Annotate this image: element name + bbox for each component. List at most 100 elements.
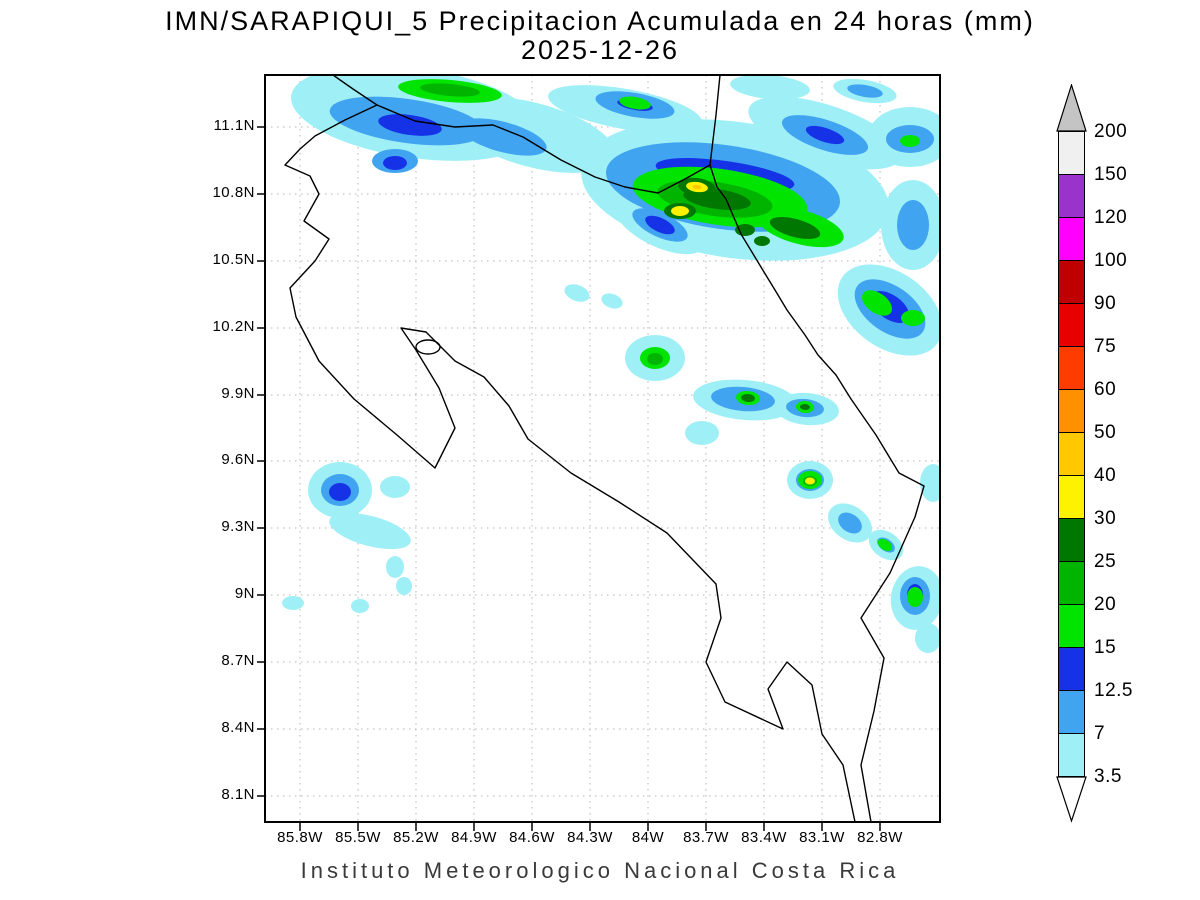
colorbar-box-12.5-15 [1058,647,1085,691]
y-tick-label: 8.7N [221,652,255,669]
precip-blob [900,135,920,147]
precip-blob [380,476,410,498]
precip-blob [386,556,404,578]
precip-blob [838,512,862,534]
x-tick-label: 83.1W [799,829,845,846]
isla-chira [415,339,441,355]
precip-blob [329,483,351,501]
colorbar-box-50-60 [1058,389,1085,433]
precip-blob [805,477,815,485]
precip-blob [907,587,923,607]
y-tick-label: 10.5N [212,251,255,268]
footer-credit: Instituto Meteorologico Nacional Costa R… [300,858,900,883]
x-tick-label: 84.6W [509,829,555,846]
colorbar-label: 15 [1094,637,1117,658]
colorbar-top-arrow [1056,84,1087,132]
precip-blob [915,623,940,653]
colorbar-box-15-20 [1058,604,1085,648]
colorbar-label: 25 [1094,551,1117,572]
y-tick-label: 11.1N [213,117,255,134]
y-tick-label: 8.4N [221,719,255,736]
precip-blob [800,403,810,411]
colorbar-label: 40 [1094,465,1117,486]
precip-blob [645,215,675,235]
precip-blob [897,200,929,250]
colorbar-box-90-100 [1058,260,1085,304]
precip-blob [692,184,702,190]
precip-blob [378,114,442,136]
precip-blob [647,353,663,365]
colorbar-box-60-75 [1058,346,1085,390]
colorbar-label: 50 [1094,422,1117,443]
precip-blob [920,464,940,502]
colorbar-box-30-40 [1058,475,1085,519]
colorbar-label: 12.5 [1094,680,1133,701]
colorbar-box-25-30 [1058,518,1085,562]
x-tick-label: 83.7W [683,829,729,846]
x-tick-label: 85.8W [277,829,323,846]
precip-blob [396,577,412,595]
precip-blob [847,84,883,98]
x-tick-label: 83.4W [741,829,787,846]
x-tick-label: 82.8W [857,829,903,846]
colorbar-box-40-50 [1058,432,1085,476]
precip-blob [754,236,770,246]
precip-blob [769,217,821,239]
y-tick-label: 10.8N [212,184,255,201]
precip-blob [420,83,480,97]
precip-blob [282,596,304,610]
y-tick-label: 9.3N [221,518,255,535]
colorbar-box-75-90 [1058,303,1085,347]
precip-blob [619,96,651,110]
x-tick-label: 84.3W [567,829,613,846]
colorbar-bottom-arrow [1056,776,1087,823]
colorbar-box-7-12.5 [1058,690,1085,734]
precip-blob [329,512,411,550]
colorbar-label: 7 [1094,723,1106,744]
colorbar-box-20-25 [1058,561,1085,605]
colorbar-label: 30 [1094,508,1117,529]
colorbar-label: 120 [1094,207,1128,228]
y-tick-label: 8.1N [221,786,255,803]
precip-blob [861,290,893,316]
y-tick-label: 9.6N [221,451,255,468]
colorbar-label: 3.5 [1094,766,1122,787]
coastline [284,75,925,822]
colorbar-label: 150 [1094,164,1128,185]
x-tick-label: 85.5W [335,829,381,846]
precip-blob [741,393,755,403]
caribbean-coast-and-panama-border [709,164,925,822]
colorbar-label: 20 [1094,594,1117,615]
colorbar-box-100-120 [1058,217,1085,261]
page-subtitle-date: 2025-12-26 [520,35,680,65]
colorbar-label: 90 [1094,293,1117,314]
precipitation-field [282,75,940,653]
page-title: IMN/SARAPIQUI_5 Precipitacion Acumulada … [165,6,1035,36]
x-tick-label: 84W [631,829,665,846]
precip-blob [383,156,407,170]
precip-blob [459,118,547,156]
x-tick-label: 84.9W [451,829,497,846]
map-canvas [257,74,941,831]
x-tick-label: 85.2W [393,829,439,846]
y-tick-label: 10.2N [212,318,255,335]
colorbar-box-150-200 [1058,131,1085,175]
y-tick-label: 9.9N [221,385,255,402]
colorbar-label: 75 [1094,336,1117,357]
precip-blob [351,599,369,613]
caribbean-coast-north [709,75,721,166]
colorbar-box-120-150 [1058,174,1085,218]
colorbar-label: 200 [1094,121,1128,142]
precip-blob [671,206,689,216]
precip-blob [685,421,719,445]
colorbar-box-3.5-7 [1058,733,1085,777]
gridlines [265,75,940,822]
precip-blob [564,284,590,302]
axis-ticks [257,126,881,831]
map-frame [264,74,941,823]
colorbar-label: 60 [1094,379,1117,400]
precip-blob [730,75,810,100]
precip-blob [601,293,623,309]
colorbar-label: 100 [1094,250,1128,271]
